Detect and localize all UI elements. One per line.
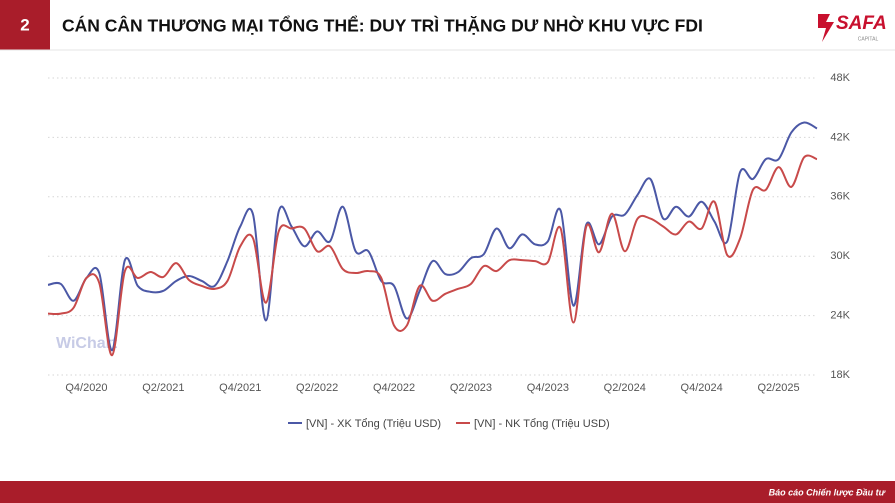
x-tick-label: Q4/2024 xyxy=(681,382,723,394)
x-tick-label: Q4/2023 xyxy=(527,382,569,394)
logo-sub: CAPITAL xyxy=(858,36,879,42)
x-tick-label: Q4/2021 xyxy=(219,382,261,394)
y-tick-label: 24K xyxy=(830,310,850,322)
x-tick-label: Q2/2023 xyxy=(450,382,492,394)
footer-text: Báo cáo Chiến lược Đầu tư xyxy=(769,487,887,497)
plot: 18K 24K 30K 36K 42K 48K Q4/2020 Q2/2021 Q4/2021 Q… xyxy=(47,72,851,430)
x-tick-label: Q4/2020 xyxy=(65,382,107,394)
logo-name: SAFA xyxy=(836,13,887,34)
header-number: 2 xyxy=(20,15,29,34)
series-line xyxy=(47,154,818,357)
footer-bar xyxy=(0,481,895,503)
x-tick-label: Q2/2025 xyxy=(757,382,799,394)
logo-icon xyxy=(818,14,834,42)
y-tick-label: 42K xyxy=(830,131,850,143)
y-tick-label: 18K xyxy=(830,369,850,381)
y-tick-label: 36K xyxy=(830,191,850,203)
y-tick-label: 30K xyxy=(830,250,850,262)
x-tick-label: Q2/2024 xyxy=(604,382,646,394)
header-badge xyxy=(0,0,50,50)
series-line xyxy=(47,121,818,352)
y-tick-label: 48K xyxy=(830,72,850,84)
watermark: WiChart xyxy=(56,335,118,352)
x-tick-label: Q2/2021 xyxy=(142,382,184,394)
x-tick-label: Q4/2022 xyxy=(373,382,415,394)
legend-label: [VN] - NK Tổng (Triệu USD) xyxy=(474,418,610,430)
legend-label: [VN] - XK Tổng (Triệu USD) xyxy=(306,418,441,430)
header-title: CÁN CÂN THƯƠNG MẠI TỔNG THỂ: DUY TRÌ THẶ… xyxy=(62,15,703,36)
x-tick-label: Q2/2022 xyxy=(296,382,338,394)
